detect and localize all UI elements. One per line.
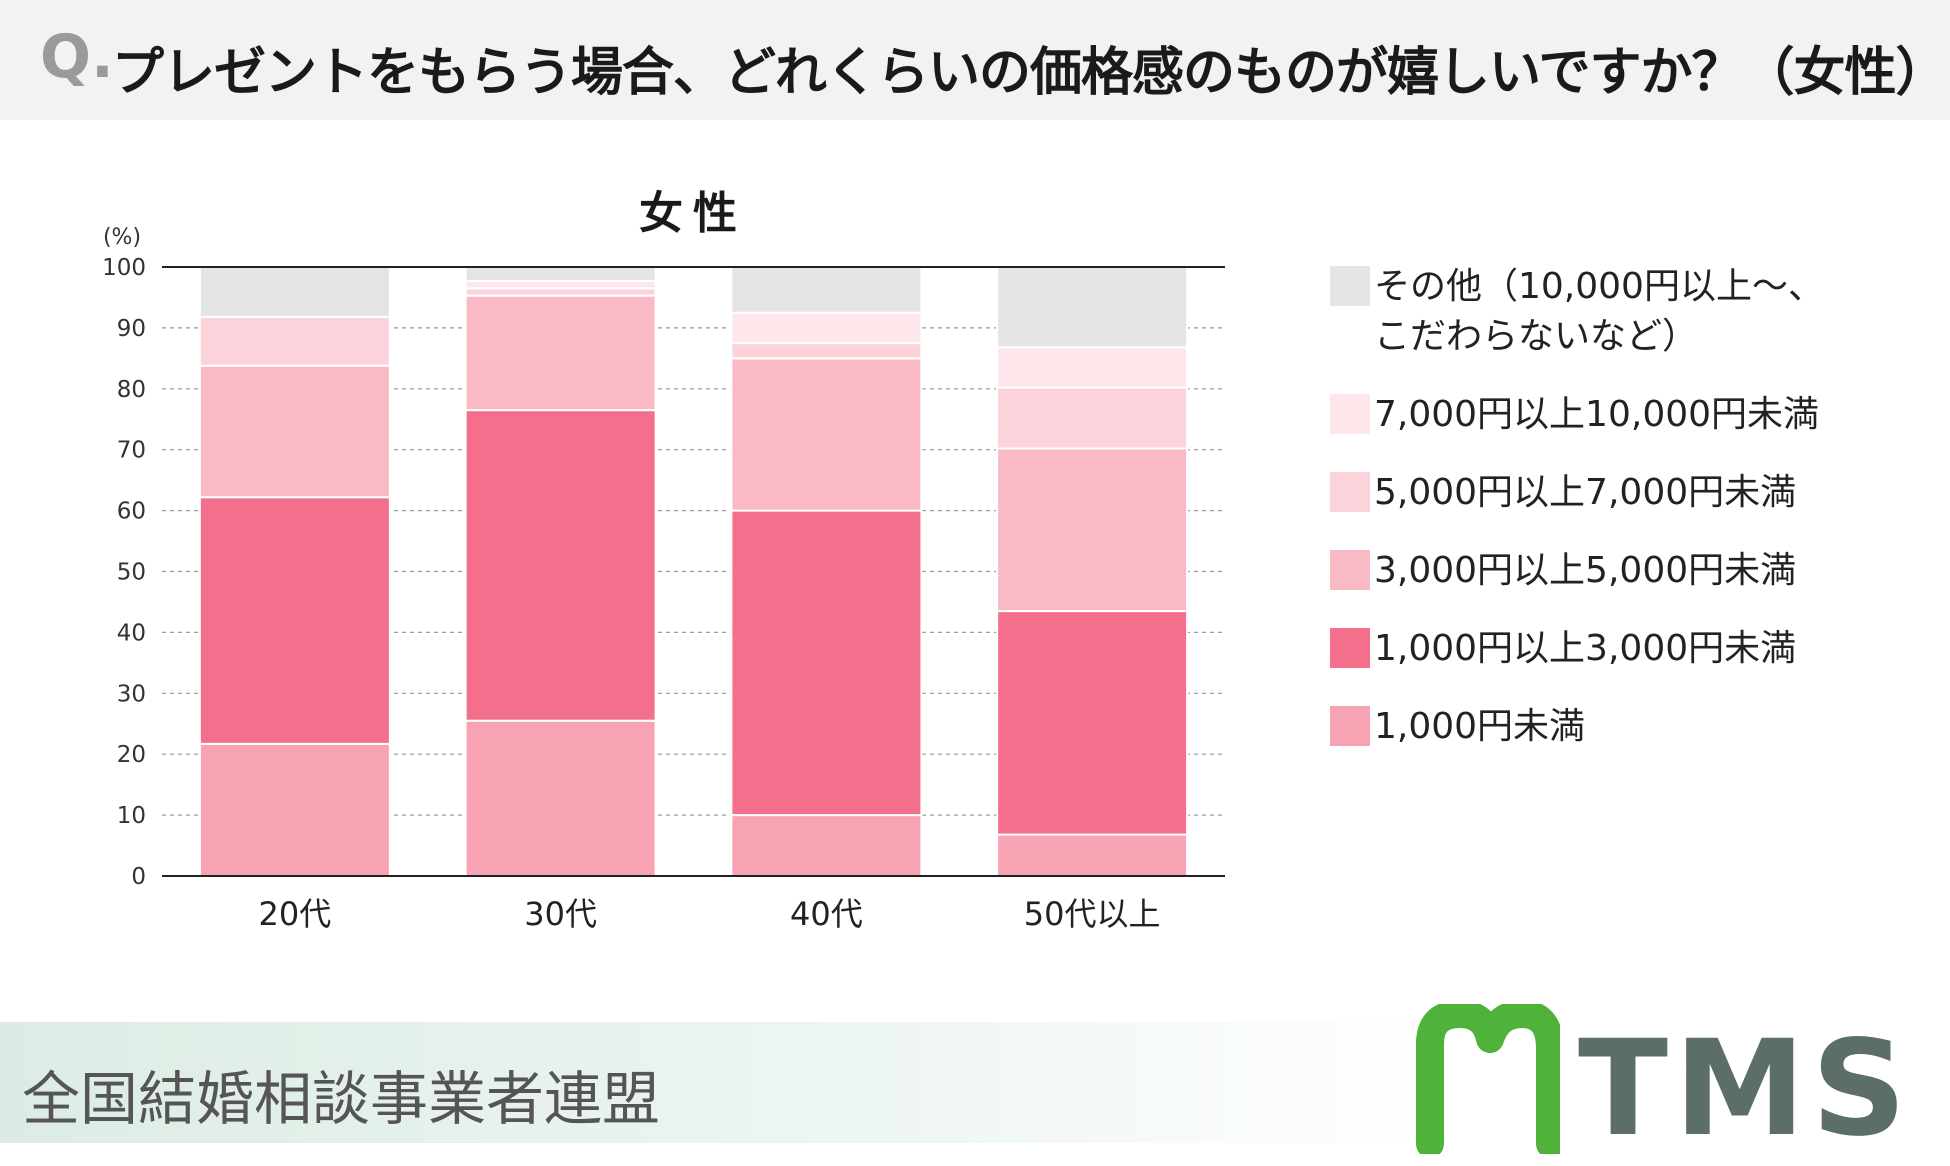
bar-segment-2-3 [730,342,923,360]
x-tick-label-2: 40代 [790,895,863,933]
y-tick-label-10: 10 [117,803,146,829]
stacked-bar-chart: 女性 (%) 0 10 20 30 40 50 60 70 80 90 100 20代 30代 40代 50代以… [102,188,1225,933]
legend-swatch-5 [1330,266,1370,306]
bar-segment-2-1 [730,509,923,817]
y-tick-label-60: 60 [117,499,146,525]
legend-swatch-4 [1330,394,1370,434]
bar-segment-2-5 [730,266,923,314]
legend-label-5: その他（10,000円以上〜、 こだわらないなど） [1374,266,1824,357]
bar-segment-1-4 [464,280,657,290]
question-text: プレゼントをもらう場合、どれくらいの価格感のものが嬉しいですか？（女性） [112,43,1947,103]
legend-swatch-1 [1330,628,1370,668]
bar-segment-1-2 [464,294,657,412]
bar-segment-3-3 [996,386,1189,450]
legend-label-2: 3,000円以上5,000円未満 [1374,550,1797,591]
y-tick-label-70: 70 [117,438,146,464]
bar-segment-3-2 [996,447,1189,613]
bar-segment-2-4 [730,311,923,345]
y-tick-label-40: 40 [117,620,146,646]
legend-item-2: 3,000円以上5,000円未満 [1330,546,1930,596]
y-tick-label-0: 0 [131,864,146,890]
x-tick-label-0: 20代 [259,895,332,933]
chart-title: 女性 [639,188,747,239]
logo-mark-shape [1416,1004,1560,1154]
legend-item-4: 7,000円以上10,000円未満 [1330,390,1930,440]
y-tick-label-80: 80 [117,377,146,403]
bar-segment-3-0 [996,833,1189,878]
legend-swatch-3 [1330,472,1370,512]
legend-label-1: 1,000円以上3,000円未満 [1374,628,1797,669]
bar-segment-0-3 [198,315,391,367]
legend-label-4: 7,000円以上10,000円未満 [1374,394,1820,435]
tms-logo-text: TMS [1578,1012,1913,1166]
bars-layer [198,266,1189,878]
bar-segment-2-0 [730,814,923,877]
legend: その他（10,000円以上〜、 こだわらないなど） 7,000円以上10,000円… [1330,262,1930,780]
legend-swatch-2 [1330,550,1370,590]
y-tick-label-30: 30 [117,681,146,707]
bar-segment-1-0 [464,719,657,878]
bar-segment-0-0 [198,742,391,877]
bar-segment-0-5 [198,266,391,318]
legend-item-0: 1,000円未満 [1330,702,1930,752]
y-axis-unit-label: (%) [103,225,141,250]
tms-logo-mark-icon [1416,1004,1560,1154]
question-mark-label: Q. [40,22,114,92]
bar-segment-2-2 [730,357,923,512]
bar-segment-3-4 [996,346,1189,389]
y-tick-label-50: 50 [117,560,146,586]
legend-label-0: 1,000円未満 [1374,706,1586,747]
bar-segment-1-5 [464,266,657,283]
header-bar: Q. プレゼントをもらう場合、どれくらいの価格感のものが嬉しいですか？（女性） [0,0,1950,120]
y-tick-label-20: 20 [117,742,146,768]
footer-bar: 全国結婚相談事業者連盟 TMS [0,1004,1950,1166]
bar-segment-3-1 [996,610,1189,836]
organization-name: 全国結婚相談事業者連盟 [22,1065,661,1133]
bar-segment-0-2 [198,364,391,499]
legend-item-1: 1,000円以上3,000円未満 [1330,624,1930,674]
bar-segment-1-3 [464,287,657,297]
bar-segment-1-1 [464,409,657,722]
bar-segment-3-5 [996,266,1189,349]
x-tick-label-1: 30代 [524,895,597,933]
legend-item-5: その他（10,000円以上〜、 こだわらないなど） [1330,262,1930,362]
bar-segment-0-1 [198,496,391,745]
legend-label-3: 5,000円以上7,000円未満 [1374,472,1797,513]
y-tick-label-100: 100 [102,255,146,281]
label-layer: 女性 (%) 0 10 20 30 40 50 60 70 80 90 100 20代 30代 40代 50代以… [102,188,1160,933]
x-tick-label-3: 50代以上 [1024,895,1161,933]
legend-item-3: 5,000円以上7,000円未満 [1330,468,1930,518]
y-tick-label-90: 90 [117,316,146,342]
legend-swatch-0 [1330,706,1370,746]
axis-layer [162,266,1225,877]
